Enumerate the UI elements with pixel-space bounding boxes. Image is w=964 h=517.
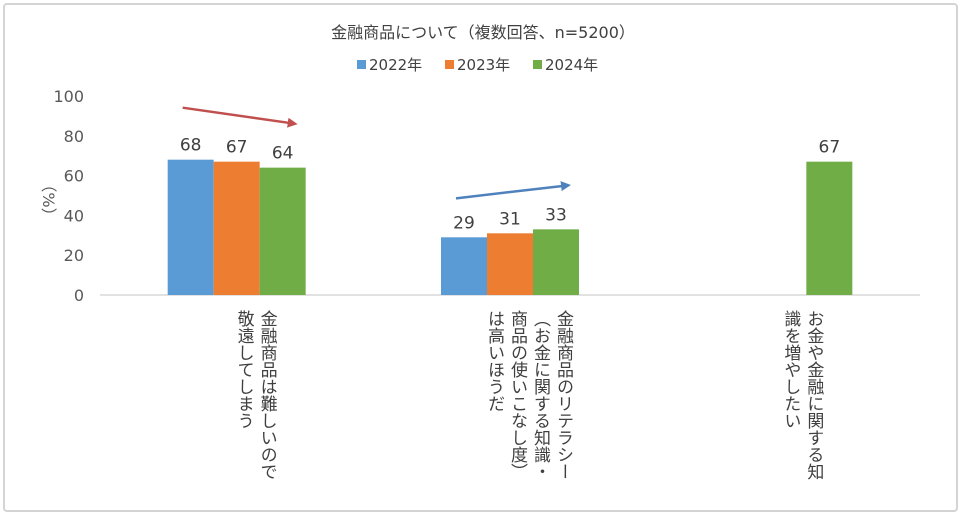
legend-swatch	[445, 60, 454, 69]
bar	[806, 161, 853, 295]
data-labels: 68 67 64 29 31 33 67	[180, 136, 840, 234]
data-label: 68	[180, 136, 202, 156]
chart-frame: 金融商品について（複数回答、n=5200） 2022年 2023年 2024年 0 2…	[3, 3, 958, 512]
bar	[487, 233, 533, 295]
bar	[167, 159, 214, 295]
chart-canvas: 金融商品について（複数回答、n=5200） 2022年 2023年 2024年 0 2…	[39, 23, 920, 305]
y-tick-label: 40	[64, 206, 84, 225]
y-tick-label: 0	[74, 286, 84, 305]
trend-arrow	[455, 181, 571, 200]
trend-arrow	[182, 106, 298, 128]
legend-swatch	[533, 60, 542, 69]
bars	[167, 159, 853, 295]
y-tick-label: 80	[64, 127, 84, 146]
y-tick-label: 100	[53, 87, 84, 106]
data-label: 64	[272, 144, 294, 164]
chart-title: 金融商品について（複数回答、n=5200）	[331, 23, 635, 42]
data-label: 29	[453, 213, 475, 233]
data-label: 67	[226, 138, 248, 158]
category-label: お金や金融に関する知識を増やしたい	[780, 310, 824, 480]
category-label: 金融商品は難しいので敬遠してしまう	[233, 310, 277, 480]
y-tick-label: 60	[64, 167, 84, 186]
y-axis-label: （%）	[39, 176, 58, 223]
legend-label: 2024年	[545, 56, 598, 74]
category-label: 金融商品のリテラシー（お金に関する知識・商品の使いこなし度）は高いほうだ	[484, 310, 573, 480]
bar	[533, 229, 579, 295]
legend: 2022年 2023年 2024年	[357, 56, 598, 74]
data-label: 33	[545, 205, 567, 225]
bar	[441, 237, 487, 295]
trend-arrows	[182, 106, 571, 200]
legend-swatch	[357, 60, 366, 69]
legend-label: 2023年	[457, 56, 510, 74]
data-label: 67	[819, 138, 841, 158]
legend-label: 2022年	[369, 56, 422, 74]
bar	[259, 167, 306, 295]
y-tick-label: 20	[64, 246, 84, 265]
bar	[213, 161, 260, 295]
data-label: 31	[499, 209, 521, 229]
